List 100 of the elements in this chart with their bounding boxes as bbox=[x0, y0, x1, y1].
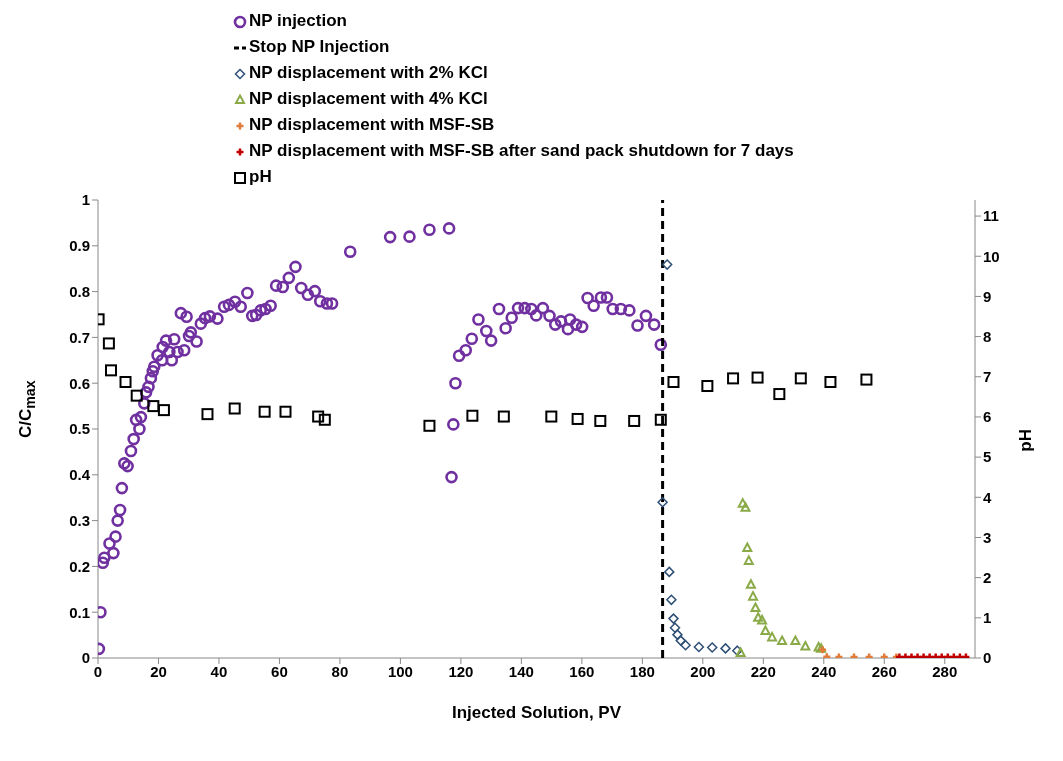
y2-tick-label: 7 bbox=[983, 368, 992, 386]
point bbox=[466, 409, 479, 422]
point bbox=[497, 410, 510, 423]
point bbox=[748, 591, 759, 601]
y-tick-label: 0.5 bbox=[69, 420, 90, 438]
y2-tick-label: 5 bbox=[983, 448, 992, 466]
legend-label: NP injection bbox=[249, 11, 347, 30]
x-tick-label: 200 bbox=[690, 662, 716, 680]
point bbox=[790, 635, 801, 646]
y-tick-label: 0.8 bbox=[69, 282, 90, 300]
point bbox=[157, 404, 170, 417]
point bbox=[147, 400, 160, 413]
point bbox=[669, 622, 681, 634]
x-tick-label: 140 bbox=[508, 662, 534, 680]
legend-label: pH bbox=[249, 167, 272, 186]
point bbox=[701, 380, 714, 393]
legend-label: NP displacement with MSF-SB bbox=[249, 115, 495, 134]
x-tick-label: 100 bbox=[387, 662, 413, 680]
point bbox=[743, 555, 754, 565]
x-tick-label: 60 bbox=[271, 662, 288, 680]
x-axis-title: Injected Solution, PV bbox=[451, 703, 622, 722]
y-tick-label: 0.2 bbox=[69, 557, 90, 575]
x-tick-label: 160 bbox=[569, 662, 595, 680]
x-tick-label: 80 bbox=[331, 662, 349, 680]
y-tick-label: 0 bbox=[81, 649, 90, 667]
point bbox=[628, 414, 641, 427]
y-tick-label: 0.9 bbox=[69, 237, 90, 255]
y-tick-label: 0.7 bbox=[69, 328, 90, 346]
point bbox=[312, 410, 325, 423]
point bbox=[668, 613, 679, 624]
legend-label: NP displacement with 4% KCl bbox=[249, 89, 488, 108]
point bbox=[675, 635, 686, 646]
y2-tick-label: 8 bbox=[983, 327, 992, 345]
point bbox=[228, 402, 241, 415]
point bbox=[860, 373, 873, 386]
legend-label: NP displacement with MSF-SB after sand pack shutdown for 7 days bbox=[249, 141, 794, 160]
point bbox=[706, 642, 718, 653]
point bbox=[680, 639, 691, 651]
y-tick-label: 1 bbox=[81, 191, 90, 209]
x-tick-label: 40 bbox=[210, 662, 228, 680]
point bbox=[740, 502, 751, 512]
point bbox=[794, 372, 807, 385]
y-tick-label: 0.4 bbox=[69, 466, 91, 484]
y2-axis-title: pH bbox=[1016, 429, 1036, 452]
point bbox=[757, 614, 768, 625]
point bbox=[773, 388, 786, 401]
point bbox=[753, 612, 764, 622]
legend-label: Stop NP Injection bbox=[249, 37, 390, 56]
y-tick-label: 0.3 bbox=[69, 511, 90, 529]
point bbox=[737, 498, 748, 508]
point bbox=[279, 405, 292, 418]
y2-tick-label: 0 bbox=[983, 649, 992, 667]
x-tick-label: 280 bbox=[932, 662, 958, 680]
point bbox=[654, 413, 667, 426]
point bbox=[666, 594, 677, 606]
x-tick-label: 120 bbox=[448, 662, 474, 680]
point bbox=[119, 376, 132, 388]
point bbox=[571, 412, 584, 425]
y2-tick-label: 9 bbox=[983, 287, 992, 305]
y-tick-label: 0.6 bbox=[69, 374, 90, 392]
x-tick-label: 220 bbox=[750, 662, 776, 680]
point bbox=[750, 602, 761, 613]
point bbox=[130, 389, 143, 402]
y2-tick-label: 11 bbox=[983, 207, 999, 225]
point bbox=[800, 641, 811, 651]
x-tick-label: 240 bbox=[811, 662, 837, 680]
y2-tick-label: 3 bbox=[983, 528, 992, 546]
x-tick-label: 0 bbox=[93, 662, 103, 680]
point bbox=[657, 497, 668, 508]
point bbox=[745, 579, 756, 589]
point bbox=[545, 410, 558, 423]
point bbox=[767, 631, 778, 642]
y2-tick-label: 1 bbox=[983, 609, 992, 627]
point bbox=[664, 566, 675, 578]
point bbox=[777, 635, 788, 646]
point bbox=[102, 337, 115, 350]
point bbox=[667, 376, 680, 388]
point bbox=[693, 641, 705, 653]
point bbox=[751, 371, 764, 384]
point bbox=[742, 542, 753, 553]
y2-tick-label: 6 bbox=[983, 408, 992, 426]
point bbox=[720, 643, 731, 654]
point bbox=[201, 408, 214, 421]
point bbox=[661, 259, 673, 270]
legend-label: NP displacement with 2% KCl bbox=[249, 63, 488, 82]
point bbox=[824, 376, 837, 388]
y-tick-label: 0.1 bbox=[69, 603, 90, 621]
point bbox=[672, 629, 683, 640]
point bbox=[760, 625, 771, 635]
x-tick-label: 20 bbox=[150, 662, 167, 680]
x-tick-label: 180 bbox=[629, 662, 655, 680]
point bbox=[594, 414, 607, 427]
x-tick-label: 260 bbox=[871, 662, 897, 680]
y2-tick-label: 4 bbox=[983, 488, 992, 506]
point bbox=[318, 413, 331, 426]
point bbox=[727, 372, 740, 385]
point bbox=[105, 364, 117, 377]
point bbox=[258, 405, 271, 418]
y2-tick-label: 2 bbox=[983, 568, 992, 586]
y2-tick-label: 10 bbox=[983, 247, 1000, 265]
